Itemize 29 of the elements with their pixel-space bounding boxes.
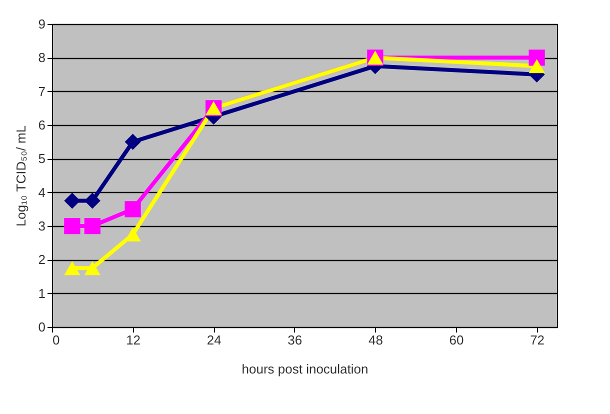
point [64, 218, 80, 234]
point [84, 261, 100, 276]
point [84, 192, 100, 209]
y-tick-label: 0 [38, 320, 46, 334]
point [64, 192, 80, 209]
point [528, 50, 545, 66]
y-axis-title: Log₁₀ TCID₅₀/ mL [13, 125, 28, 227]
x-tick-label: 48 [368, 332, 383, 348]
point [124, 201, 141, 218]
x-tick-label: 60 [449, 332, 464, 348]
y-tick-label: 5 [38, 151, 46, 166]
x-tick-label: 24 [206, 332, 222, 348]
point [84, 218, 100, 234]
x-tick-label: 0 [52, 332, 60, 348]
x-tick-label: 72 [530, 332, 545, 348]
y-tick-label: 3 [38, 218, 46, 234]
point [64, 261, 80, 276]
x-tick-label: 12 [126, 332, 141, 348]
x-tick-label: 36 [288, 332, 302, 348]
y-tick-label: 6 [38, 118, 46, 132]
point [124, 134, 141, 150]
y-tick-label: 4 [38, 184, 46, 200]
y-tick-label: 1 [38, 286, 46, 301]
y-tick-label: 2 [38, 252, 46, 268]
y-tick-label: 7 [38, 84, 46, 99]
x-axis-title: hours post inoculation [242, 362, 368, 376]
y-tick-label: 9 [38, 16, 46, 32]
point [528, 59, 545, 74]
y-tick-label: 8 [38, 50, 46, 66]
